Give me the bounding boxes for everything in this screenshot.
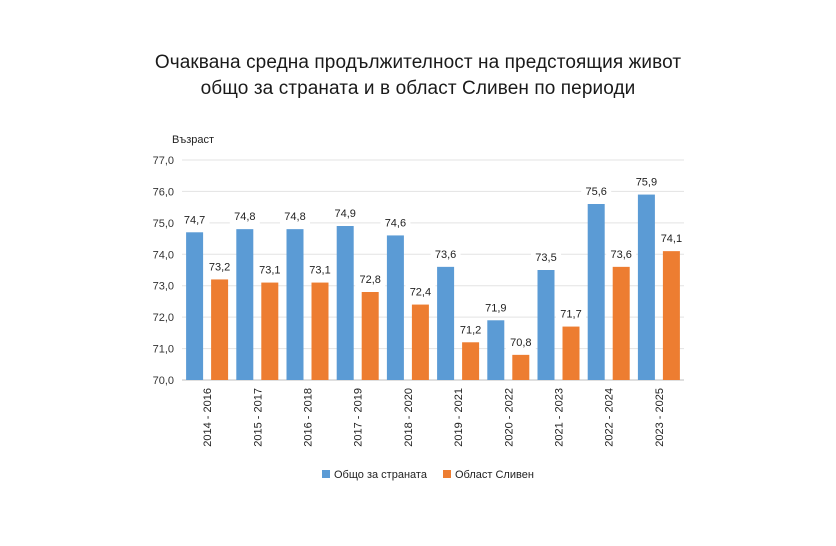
bar-country bbox=[386, 235, 404, 380]
y-tick-label: 77,0 bbox=[153, 155, 174, 167]
data-label-background bbox=[631, 174, 662, 190]
x-tick-label: 2017 - 2019 bbox=[353, 388, 365, 447]
data-label-background bbox=[405, 284, 436, 300]
data-label-background bbox=[656, 231, 687, 247]
y-tick-label: 76,0 bbox=[153, 186, 174, 198]
bar-sliven bbox=[612, 266, 630, 380]
x-tick-label: 2019 - 2021 bbox=[453, 388, 465, 447]
legend-swatch bbox=[443, 470, 451, 478]
data-label: 72,8 bbox=[359, 274, 380, 286]
data-label-background bbox=[380, 215, 411, 231]
data-label-background bbox=[531, 250, 561, 265]
bar-sliven bbox=[211, 279, 229, 380]
data-label-background bbox=[455, 322, 486, 338]
bar-country bbox=[437, 266, 455, 380]
y-tick-label: 71,0 bbox=[153, 344, 174, 356]
data-label: 73,6 bbox=[610, 249, 631, 261]
legend: Общо за страната Област Сливен bbox=[322, 469, 534, 481]
data-label: 75,9 bbox=[636, 177, 657, 189]
bar-sliven bbox=[562, 326, 580, 380]
bar-sliven bbox=[311, 282, 329, 380]
data-label-background bbox=[480, 300, 511, 316]
x-tick-label: 2020 - 2022 bbox=[503, 388, 515, 447]
data-label: 74,6 bbox=[385, 217, 406, 229]
data-label: 71,9 bbox=[485, 302, 506, 314]
x-tick-label: 2018 - 2020 bbox=[403, 388, 415, 447]
data-labels: 74,7 73,2 74,8 73,1 74,8 73,1 74,9 72,8 74,6 72,4… bbox=[179, 174, 687, 350]
data-label-background bbox=[280, 209, 310, 225]
data-label: 74,8 bbox=[234, 211, 255, 223]
bar-sliven bbox=[462, 342, 480, 380]
data-label: 71,7 bbox=[560, 309, 581, 321]
data-label: 73,1 bbox=[259, 265, 280, 277]
legend-label: Общо за страната bbox=[334, 469, 428, 481]
data-label: 70,8 bbox=[510, 337, 531, 349]
data-label-background bbox=[355, 272, 386, 287]
data-label: 73,2 bbox=[209, 261, 230, 273]
data-label-background bbox=[179, 212, 210, 228]
bar-sliven bbox=[261, 282, 279, 380]
bar-country bbox=[286, 229, 304, 380]
data-label: 74,1 bbox=[661, 233, 682, 245]
x-tick-label: 2021 - 2023 bbox=[554, 388, 566, 447]
chart-title-line-2: общо за страната и в област Сливен по пе… bbox=[200, 78, 636, 99]
y-axis-label: Възраст bbox=[172, 134, 214, 146]
bar-sliven bbox=[361, 292, 379, 380]
y-tick-label: 75,0 bbox=[153, 218, 174, 230]
data-label: 71,2 bbox=[460, 324, 481, 336]
x-tick-label: 2015 - 2017 bbox=[252, 388, 264, 447]
x-tick-label: 2023 - 2025 bbox=[654, 388, 666, 447]
bar-country bbox=[487, 320, 505, 380]
bars bbox=[186, 194, 680, 380]
x-tick-label: 2022 - 2024 bbox=[604, 388, 616, 447]
data-label: 74,7 bbox=[184, 214, 205, 226]
x-tick-label: 2016 - 2018 bbox=[303, 388, 315, 447]
data-label: 75,6 bbox=[585, 186, 606, 198]
data-label: 74,8 bbox=[284, 211, 305, 223]
bar-country bbox=[537, 270, 555, 380]
data-label-background bbox=[204, 259, 235, 275]
bar-country bbox=[186, 232, 204, 380]
data-label: 72,4 bbox=[410, 287, 431, 299]
data-label-background bbox=[430, 246, 461, 262]
data-label-background bbox=[330, 206, 361, 221]
x-tick-label: 2014 - 2016 bbox=[202, 388, 214, 447]
y-tick-label: 74,0 bbox=[153, 249, 174, 261]
data-label-background bbox=[305, 262, 335, 278]
y-axis-ticks: 70,0 71,0 72,0 73,0 74,0 75,0 76,0 77,0 bbox=[153, 155, 174, 387]
bar-country bbox=[336, 226, 354, 380]
y-tick-label: 70,0 bbox=[153, 375, 174, 387]
data-label-background bbox=[556, 306, 586, 322]
bar-country bbox=[236, 229, 254, 380]
y-tick-label: 72,0 bbox=[153, 312, 174, 324]
bar-country bbox=[637, 194, 655, 380]
data-label-background bbox=[581, 184, 612, 199]
bar-sliven bbox=[512, 354, 530, 380]
x-axis-ticks: 2014 - 2016 2015 - 2017 2016 - 2018 2017 - … bbox=[202, 388, 666, 447]
legend-swatch bbox=[322, 470, 330, 478]
data-label: 73,6 bbox=[435, 249, 456, 261]
data-label: 74,9 bbox=[334, 208, 355, 220]
data-label: 73,1 bbox=[309, 265, 330, 277]
bar-sliven bbox=[411, 304, 429, 380]
data-label-background bbox=[505, 334, 536, 350]
data-label: 73,5 bbox=[535, 252, 556, 264]
data-label-background bbox=[254, 262, 285, 278]
data-label-background bbox=[606, 246, 637, 262]
chart-title-line-1: Очаквана средна продължителност на предс… bbox=[154, 52, 682, 73]
bar-country bbox=[587, 204, 605, 380]
data-label-background bbox=[229, 209, 260, 225]
bar-sliven bbox=[662, 251, 680, 380]
legend-label: Област Сливен bbox=[455, 469, 534, 481]
y-tick-label: 73,0 bbox=[153, 281, 174, 293]
